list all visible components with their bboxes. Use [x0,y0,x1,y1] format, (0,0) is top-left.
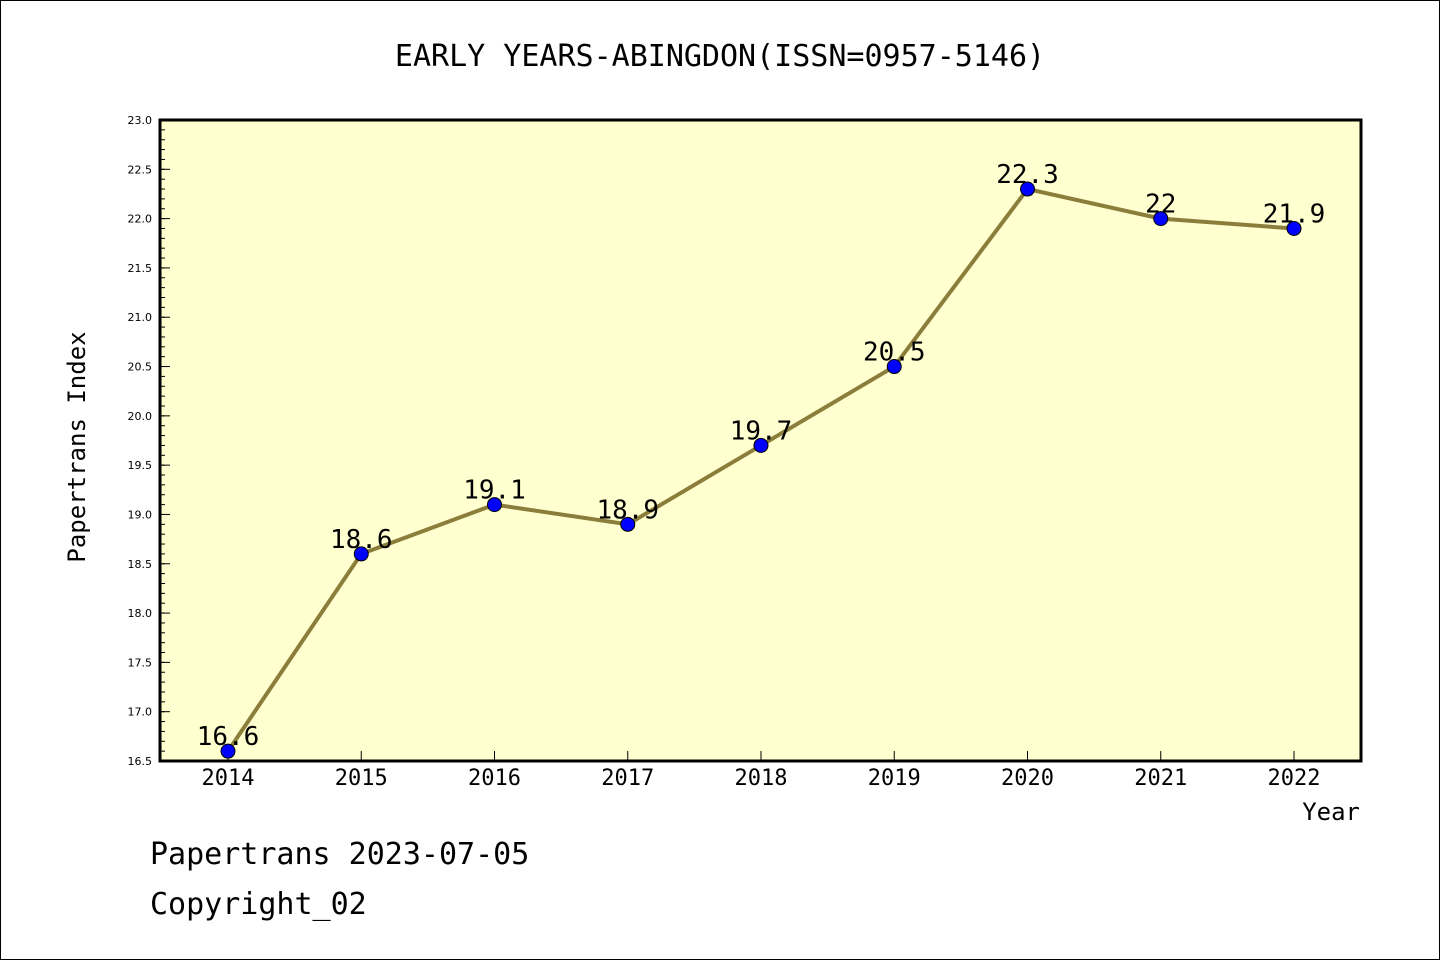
data-point [487,497,502,513]
x-axis: 2014 2015 2016 2017 2018 2019 2020 2021 2022 [202,751,1321,791]
x-tick-label: 2022 [1268,766,1321,791]
x-tick-label: 2019 [868,766,921,791]
data-point [620,516,636,532]
x-tick-label: 2021 [1134,766,1187,791]
data-point [220,743,236,759]
y-tick-label: 16.5 [128,755,153,768]
y-axis-label: Papertrans Index [63,331,91,562]
data-point [1286,220,1302,236]
data-label: 19.1 [463,476,526,506]
data-label: 20.5 [863,338,926,368]
x-axis-label: Year [1302,798,1360,826]
y-tick-label: 17.5 [128,656,153,669]
x-tick-label: 2017 [601,766,654,791]
data-label: 18.9 [596,495,659,525]
data-point [1153,211,1169,227]
y-tick-label: 20.5 [128,361,153,374]
y-tick-label: 23.0 [128,114,153,127]
x-tick-label: 2015 [335,766,388,791]
y-tick-label: 21.5 [128,262,153,275]
series: 16.6 18.6 19.1 18.9 19.7 20.5 22.3 22 21.9 [197,160,1326,759]
data-label: 18.6 [330,525,393,555]
data-label: 22.3 [996,160,1059,190]
x-tick-label: 2014 [202,766,255,791]
data-point [886,359,902,375]
y-tick-label: 18.0 [128,607,153,620]
y-tick-label: 20.0 [128,410,153,423]
data-point [353,546,369,562]
footer-copyright: Copyright_02 [150,887,367,922]
chart-title: EARLY YEARS-ABINGDON(ISSN=0957-5146) [395,39,1045,74]
footer-date: Papertrans 2023-07-05 [150,837,529,872]
y-tick-label: 22.0 [128,213,153,226]
data-label: 22 [1145,190,1176,220]
data-point [753,437,769,453]
x-tick-label: 2018 [735,766,788,791]
y-tick-label: 19.0 [128,508,153,521]
data-label: 21.9 [1263,199,1326,229]
data-label: 16.6 [197,722,260,752]
data-label: 19.7 [730,416,793,446]
y-tick-label: 22.5 [128,163,153,176]
y-tick-label: 18.5 [128,558,153,571]
x-tick-label: 2020 [1001,766,1054,791]
data-point [1020,181,1035,197]
x-tick-label: 2016 [468,766,521,791]
y-tick-label: 21.0 [128,311,153,324]
y-tick-label: 17.0 [128,706,153,719]
y-tick-label: 19.5 [128,459,153,472]
y-axis: 16.5 17.0 17.5 18.0 18.5 19.0 19.5 20.0 20.5 21.0… [128,114,170,768]
